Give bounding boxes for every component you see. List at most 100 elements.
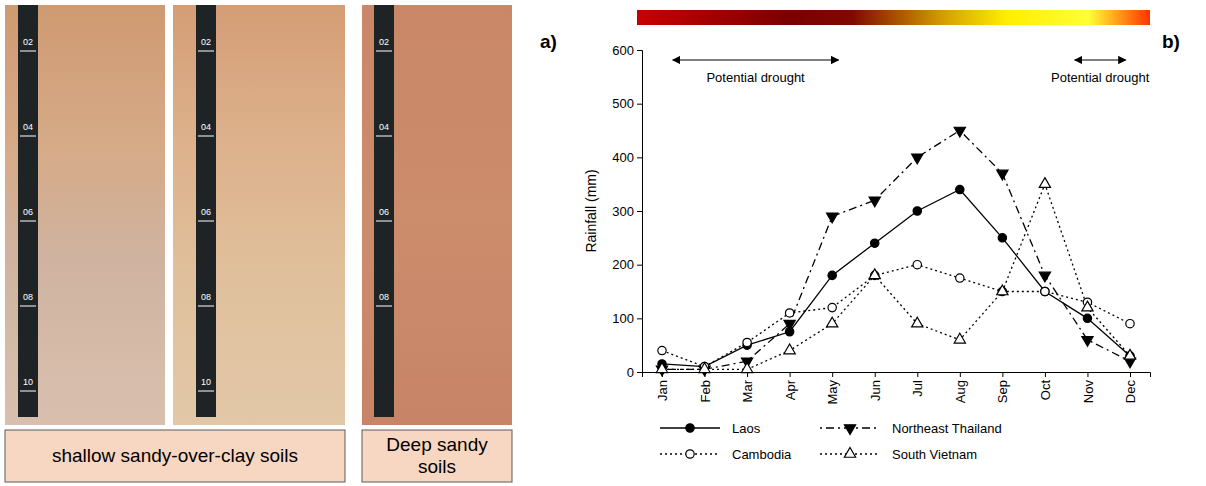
tape-mark: [198, 51, 214, 52]
tape-label: 08: [201, 292, 211, 302]
tape-label: 04: [201, 122, 211, 132]
data-point: [997, 285, 1008, 295]
tick-label: 500: [612, 96, 634, 111]
tape-label: 06: [201, 207, 211, 217]
tick-label: 100: [612, 311, 634, 326]
legend-label: Laos: [732, 421, 761, 436]
measuring-tape: [18, 5, 38, 417]
tick-label: 300: [612, 204, 634, 219]
data-point: [912, 154, 923, 164]
series-line: [662, 265, 1130, 367]
tape-mark: [20, 306, 36, 307]
tape-mark: [198, 221, 214, 222]
tick-mark: [637, 104, 642, 105]
data-point: [784, 320, 795, 330]
tick: Feb: [698, 372, 713, 402]
tape-mark: [376, 136, 392, 137]
tick: Nov: [1081, 372, 1096, 403]
tick: Oct: [1038, 372, 1053, 400]
caption: shallow sandy-over-clay soils: [52, 445, 298, 466]
tape-label: 04: [379, 122, 389, 132]
tick: Apr: [783, 372, 798, 400]
annotation: Potential drought: [706, 70, 805, 85]
data-point: [827, 213, 838, 223]
panel-label: b): [1162, 31, 1180, 52]
legend-label: Northeast Thailand: [892, 421, 1002, 436]
x-axis: JanFebMarAprMayJunJulAugSepOctNovDec: [643, 372, 1151, 405]
tape-mark: [198, 136, 214, 137]
tick-label: Jun: [868, 380, 883, 401]
data-point: [913, 207, 921, 215]
legend-label: Cambodia: [732, 447, 792, 462]
tick: 600: [612, 43, 642, 58]
legend-item: Laos: [660, 421, 761, 436]
data-point: [658, 346, 666, 354]
caption: Deep sandysoils: [386, 434, 488, 477]
soil-photo: 0204060810: [5, 5, 165, 425]
data-point: [1041, 287, 1049, 295]
tick-mark: [1045, 372, 1046, 377]
tick: Aug: [953, 372, 968, 403]
tick-label: 200: [612, 257, 634, 272]
tick-label: Aug: [953, 380, 968, 403]
photo-background: [5, 5, 165, 425]
tick: Jan: [655, 372, 670, 401]
data-point: [912, 317, 923, 327]
tape-label: 08: [23, 292, 33, 302]
tick-mark: [1002, 372, 1003, 377]
tick-label: Nov: [1081, 380, 1096, 404]
data-point: [1041, 287, 1049, 295]
tick: Jul: [910, 372, 925, 397]
data-point: [1082, 337, 1093, 347]
series-line: [662, 190, 1130, 367]
tick-mark: [637, 318, 642, 319]
legend-item: Northeast Thailand: [820, 421, 1002, 436]
data-point: [913, 260, 921, 268]
tick: Dec: [1123, 372, 1138, 403]
tick-label: Sep: [995, 380, 1010, 403]
tick-mark: [917, 372, 918, 377]
tick: Mar: [740, 372, 755, 402]
tick-label: Feb: [698, 380, 713, 402]
tick-label: Dec: [1123, 380, 1138, 404]
legend-label: South Vietnam: [892, 447, 977, 462]
data-point: [743, 338, 751, 346]
tick-mark: [960, 372, 961, 377]
legend-marker: [844, 425, 855, 435]
tick-label: Apr: [783, 379, 798, 400]
tape-mark: [376, 306, 392, 307]
data-point: [699, 363, 710, 373]
data-point: [1082, 301, 1093, 311]
annotation-arrow: [1075, 59, 1126, 60]
tick: 400: [612, 150, 642, 165]
photo-background: [173, 5, 345, 425]
data-point: [741, 363, 752, 373]
data-point: [828, 271, 836, 279]
tape-mark: [198, 306, 214, 307]
data-point: [956, 185, 964, 193]
tape-mark: [20, 51, 36, 52]
tick: 100: [612, 311, 642, 326]
tape-label: 08: [379, 292, 389, 302]
data-point: [656, 363, 667, 373]
series-line: [662, 131, 1130, 370]
data-point: [785, 309, 793, 317]
caption-box: [362, 430, 512, 482]
tape-label: 02: [23, 37, 33, 47]
tape-label: 04: [23, 122, 33, 132]
data-point: [1039, 272, 1050, 282]
tick: 300: [612, 204, 642, 219]
tape-label: 10: [201, 377, 211, 387]
tape-label: 02: [201, 37, 211, 47]
legend-marker: [844, 447, 855, 457]
annotation: Potential drought: [1051, 70, 1150, 85]
tape-mark: [20, 391, 36, 392]
photo-background: [362, 5, 512, 425]
tick-mark: [832, 372, 833, 377]
tick-label: 0: [627, 365, 634, 380]
tape-label: 02: [379, 37, 389, 47]
tape-mark: [376, 221, 392, 222]
tick-label: 400: [612, 150, 634, 165]
tick-label: Jul: [910, 380, 925, 397]
tick-label: 600: [612, 43, 634, 58]
